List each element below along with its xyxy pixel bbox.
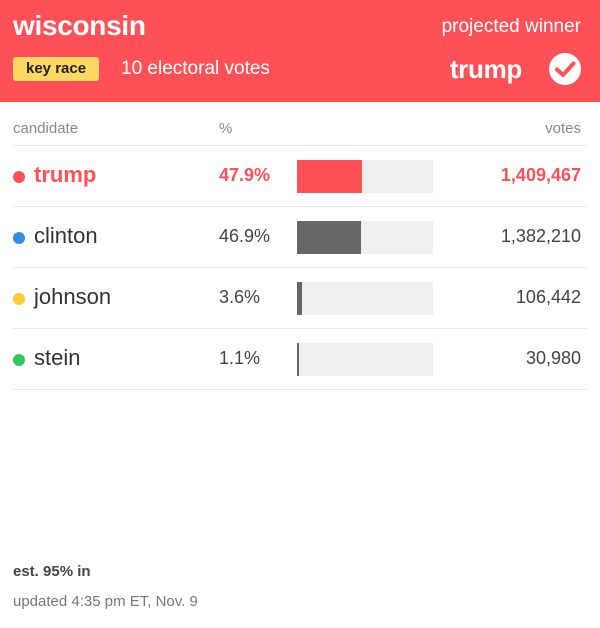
vote-percent: 46.9% xyxy=(219,226,271,246)
estimated-reporting: est. 95% in xyxy=(13,563,91,580)
vote-share-bar-fill xyxy=(297,343,299,376)
vote-percent: 1.1% xyxy=(219,348,261,368)
candidate-color-dot xyxy=(13,354,25,366)
candidate-name: trump xyxy=(34,162,97,187)
candidate-name: clinton xyxy=(34,223,98,248)
column-header-votes: votes xyxy=(545,120,581,137)
candidate-name: johnson xyxy=(34,284,112,309)
column-header-percent: % xyxy=(219,120,233,137)
vote-count: 1,409,467 xyxy=(500,165,581,185)
vote-share-bar xyxy=(297,343,433,376)
check-circle-icon xyxy=(549,53,581,85)
table-row: johnson 3.6% 106,442 xyxy=(0,268,600,328)
vote-share-bar-fill xyxy=(297,160,362,193)
results-header: wisconsin projected winner key race 10 e… xyxy=(0,0,600,102)
vote-count: 106,442 xyxy=(515,287,581,307)
vote-share-bar xyxy=(297,221,433,254)
vote-share-bar xyxy=(297,282,433,315)
key-race-badge: key race xyxy=(13,57,100,81)
winner-name: trump xyxy=(449,54,522,84)
vote-percent: 3.6% xyxy=(219,287,261,307)
candidate-color-dot xyxy=(13,293,25,305)
divider xyxy=(13,389,587,390)
vote-share-bar-fill xyxy=(297,221,361,254)
projected-winner-label: projected winner xyxy=(441,16,581,37)
updated-timestamp: updated 4:35 pm ET, Nov. 9 xyxy=(13,593,198,610)
divider xyxy=(13,328,587,329)
electoral-votes: 10 electoral votes xyxy=(121,58,270,79)
table-row: trump 47.9% 1,409,467 xyxy=(0,146,600,206)
column-header-candidate: candidate xyxy=(13,120,79,137)
state-title: wisconsin xyxy=(13,10,146,41)
candidate-color-dot xyxy=(13,232,25,244)
candidate-name: stein xyxy=(34,345,81,370)
vote-count: 30,980 xyxy=(525,348,581,368)
candidate-color-dot xyxy=(13,171,25,183)
vote-percent: 47.9% xyxy=(219,165,271,185)
table-row: stein 1.1% 30,980 xyxy=(0,329,600,389)
vote-share-bar xyxy=(297,160,433,193)
divider xyxy=(13,267,587,268)
table-row: clinton 46.9% 1,382,210 xyxy=(0,207,600,267)
divider xyxy=(13,206,587,207)
divider xyxy=(13,145,587,146)
vote-count: 1,382,210 xyxy=(500,226,581,246)
vote-share-bar-fill xyxy=(297,282,302,315)
